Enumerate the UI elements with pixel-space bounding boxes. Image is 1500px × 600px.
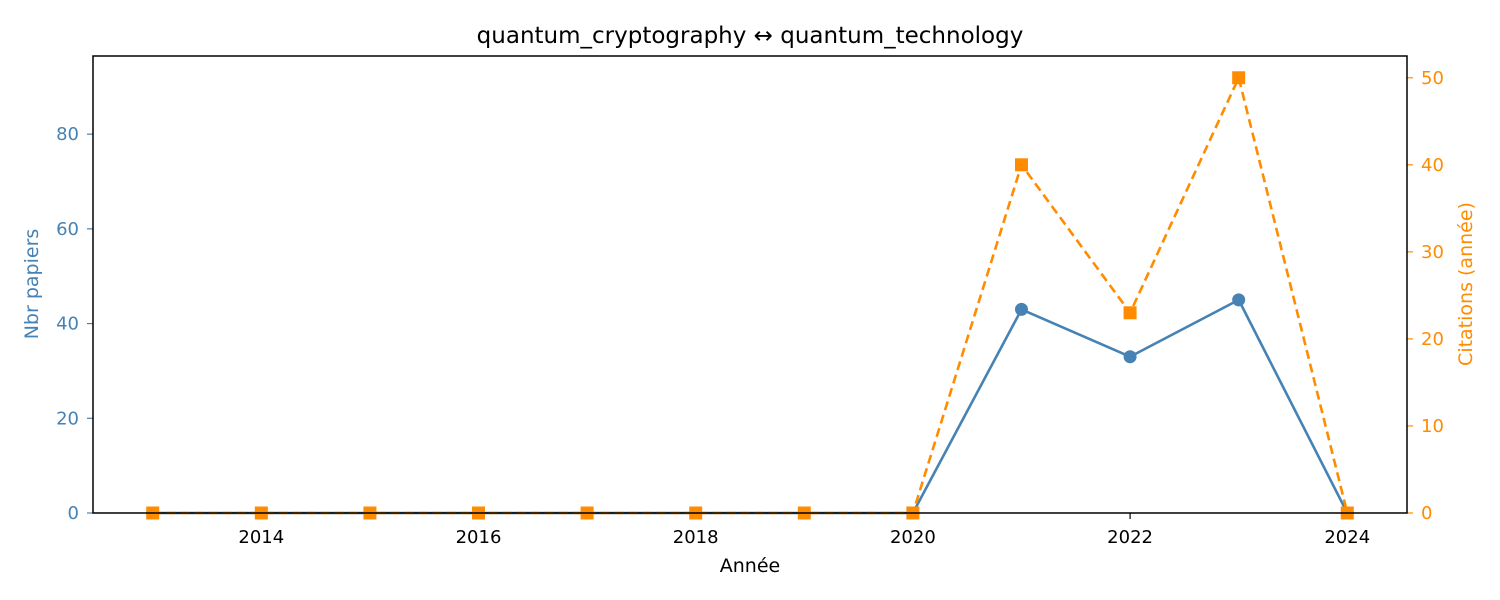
plot-area: 2014 2016 2018 2020 2022 2024 0 20 40 60 80 0 10 20 30… xyxy=(56,55,1444,548)
x-axis-label: Année xyxy=(720,555,780,577)
data-point-papers xyxy=(1123,350,1137,364)
y-right-tick-label: 0 xyxy=(1421,503,1432,524)
y-right-tick-label: 10 xyxy=(1421,416,1444,437)
x-tick-label: 2014 xyxy=(238,527,284,548)
x-tick-label: 2024 xyxy=(1324,527,1370,548)
y-right-tick-label: 20 xyxy=(1421,329,1444,350)
x-tick-label: 2018 xyxy=(673,527,719,548)
y-axis-right-label: Citations (année) xyxy=(1455,202,1477,366)
y-left-tick-label: 60 xyxy=(56,219,79,240)
y-left-tick-label: 0 xyxy=(68,503,79,524)
x-tick-label: 2020 xyxy=(890,527,936,548)
y-left-tick-label: 40 xyxy=(56,314,79,335)
x-tick-label: 2022 xyxy=(1107,527,1153,548)
data-point-citations xyxy=(1014,158,1028,172)
data-point-papers xyxy=(1232,293,1246,307)
series-line-citations xyxy=(152,76,1349,515)
data-point-citations xyxy=(1232,71,1246,85)
plot-frame xyxy=(92,55,1408,514)
chart-title: quantum_cryptography ↔ quantum_technolog… xyxy=(477,23,1024,49)
series-line-papers xyxy=(152,298,1349,515)
y-right-tick-label: 40 xyxy=(1421,155,1444,176)
y-left-tick-label: 20 xyxy=(56,408,79,429)
x-tick-label: 2016 xyxy=(456,527,502,548)
y-right-tick-label: 50 xyxy=(1421,68,1444,89)
y-axis-left-label: Nbr papiers xyxy=(21,229,43,340)
y-right-tick-label: 30 xyxy=(1421,242,1444,263)
y-left-tick-label: 80 xyxy=(56,124,79,145)
data-point-papers xyxy=(1014,302,1028,316)
data-point-citations xyxy=(1123,306,1137,320)
